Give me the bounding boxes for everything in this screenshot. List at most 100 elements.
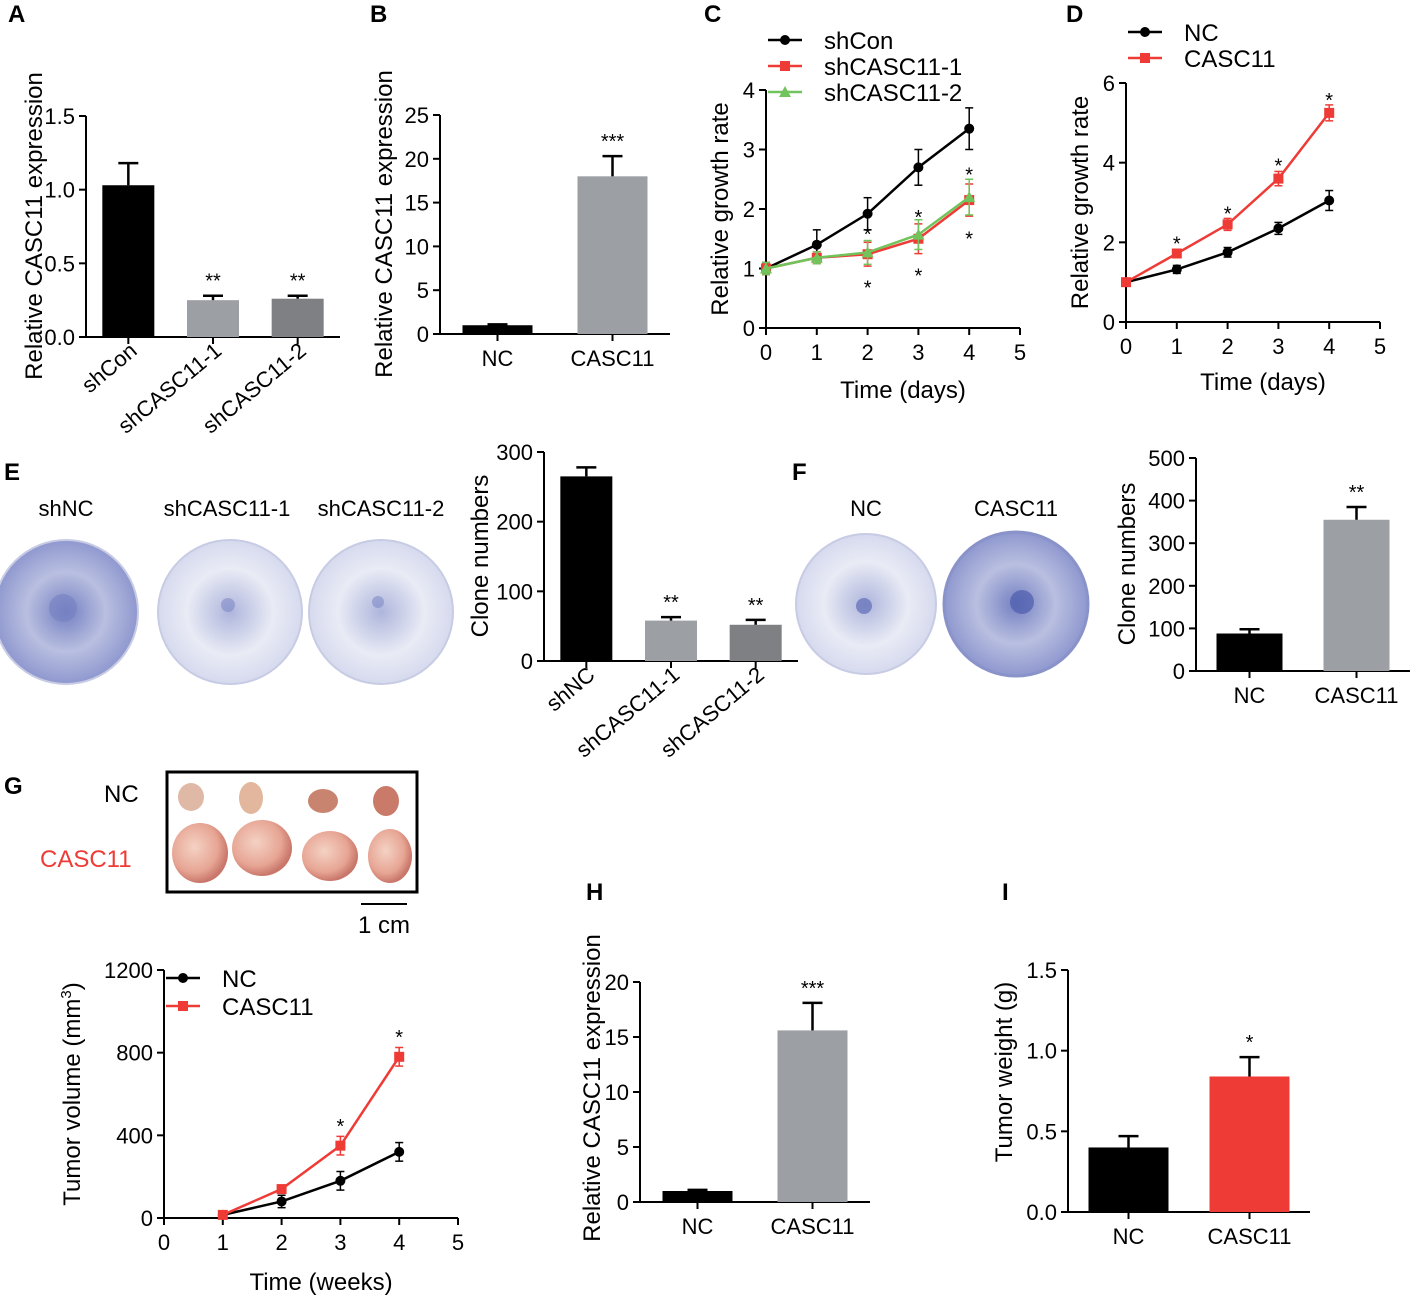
data-point — [1273, 223, 1284, 234]
x-tick-label: 2 — [861, 340, 873, 365]
significance-label: * — [1325, 90, 1333, 112]
y-axis-label-end: ) — [59, 982, 86, 990]
data-point — [964, 123, 975, 134]
legend-label: NC — [1184, 20, 1219, 47]
data-point — [780, 61, 790, 71]
panel-letter-A: A — [8, 1, 25, 28]
data-point — [178, 973, 188, 983]
x-tick-label: 3 — [912, 340, 924, 365]
y-tick-label: 1.0 — [44, 178, 75, 203]
data-point — [913, 162, 924, 173]
data-point — [1121, 277, 1131, 288]
y-tick-label: 300 — [1148, 531, 1185, 556]
panel-letter-H: H — [586, 879, 603, 906]
y-tick-label: 500 — [1148, 446, 1185, 471]
x-tick-label: 5 — [1374, 334, 1386, 359]
bar — [577, 176, 648, 334]
significance-label: ** — [1349, 482, 1365, 504]
y-axis-label-superscript: 3 — [58, 990, 75, 998]
data-point — [276, 1184, 287, 1195]
y-axis-label: Relative growth rate — [1067, 96, 1094, 309]
bar — [1323, 519, 1390, 671]
colony-dish — [157, 539, 303, 685]
y-tick-label: 200 — [1148, 574, 1185, 599]
x-tick-label: 1 — [217, 1230, 229, 1255]
y-tick-label: 0.5 — [1026, 1119, 1057, 1144]
data-point — [780, 35, 790, 45]
y-tick-label: 10 — [405, 234, 429, 259]
tumor-nc — [239, 782, 263, 814]
dish-label: shCASC11-2 — [318, 496, 445, 521]
y-tick-label: 15 — [405, 191, 429, 216]
tumor-casc11 — [368, 829, 412, 883]
y-tick-label: 0 — [617, 1190, 629, 1215]
y-axis-label: Relative CASC11 expression — [579, 934, 606, 1242]
x-tick-label: 5 — [452, 1230, 464, 1255]
data-point — [862, 208, 873, 219]
y-tick-label: 1.5 — [1026, 958, 1057, 983]
y-tick-label: 100 — [496, 579, 533, 604]
y-axis-label: Tumor volume (mm3) — [58, 982, 86, 1205]
significance-label: ** — [663, 592, 679, 614]
y-tick-label: 20 — [605, 970, 629, 995]
data-point — [1324, 195, 1335, 206]
y-tick-label: 6 — [1103, 71, 1115, 96]
significance-label: * — [1246, 1032, 1254, 1054]
significance-label: * — [864, 224, 872, 246]
y-tick-label: 5 — [417, 278, 429, 303]
bar — [271, 298, 324, 337]
y-tick-label: 1 — [743, 257, 755, 282]
y-tick-label: 0.0 — [44, 325, 75, 350]
data-point — [1222, 247, 1233, 258]
x-tick-label: 4 — [963, 340, 975, 365]
bar — [1216, 633, 1283, 671]
panel-letter-E: E — [4, 459, 20, 486]
y-tick-label: 0 — [141, 1206, 153, 1231]
colony-images-F: NC CASC11 — [795, 496, 1090, 678]
chart-f: 0 100 200 300 400 500 Clone numbers NC ** CASC11 — [1114, 446, 1410, 708]
y-tick-label: 20 — [405, 147, 429, 172]
y-tick-label: 400 — [116, 1123, 153, 1148]
data-point — [1324, 107, 1335, 118]
chart-c: 0 1 2 3 4 Relative growth rate 0 1 2 3 4 5 Time (day… — [707, 28, 1026, 404]
bar — [462, 325, 533, 334]
panel-letter-B: B — [370, 1, 387, 28]
y-tick-label: 1.0 — [1026, 1039, 1057, 1064]
legend-label: shCASC11-2 — [824, 80, 962, 107]
significance-label: * — [965, 229, 973, 251]
bar — [777, 1030, 848, 1202]
x-tick-label: 1 — [1171, 334, 1183, 359]
x-tick-label: NC — [1234, 683, 1266, 708]
y-tick-label: 1.5 — [44, 104, 75, 129]
x-tick-label: 4 — [1323, 334, 1335, 359]
significance-label: ** — [748, 595, 764, 617]
y-tick-label: 2 — [743, 197, 755, 222]
y-tick-label: 1200 — [104, 958, 153, 983]
significance-label: * — [1173, 233, 1181, 255]
y-tick-label: 2 — [1103, 230, 1115, 255]
y-tick-label: 3 — [743, 138, 755, 163]
y-tick-label: 10 — [605, 1080, 629, 1105]
x-tick-label: 0 — [1120, 334, 1132, 359]
chart-i: 0.0 0.5 1.0 1.5 Tumor weight (g) NC * CASC11 — [991, 958, 1310, 1249]
x-tick-label: shCon — [77, 338, 142, 398]
significance-label: * — [864, 277, 872, 299]
colony-dish-center — [372, 596, 384, 608]
x-tick-label: 1 — [811, 340, 823, 365]
data-point — [394, 1146, 405, 1157]
data-point — [335, 1175, 346, 1186]
y-tick-label: 25 — [405, 103, 429, 128]
x-tick-label: NC — [682, 1214, 714, 1239]
data-point — [810, 251, 823, 263]
data-point — [963, 191, 976, 203]
data-point — [1140, 27, 1150, 37]
y-axis-label: Clone numbers — [467, 475, 494, 638]
significance-label: * — [395, 1027, 403, 1049]
data-point — [1171, 248, 1182, 259]
x-tick-label: CASC11 — [571, 346, 655, 371]
